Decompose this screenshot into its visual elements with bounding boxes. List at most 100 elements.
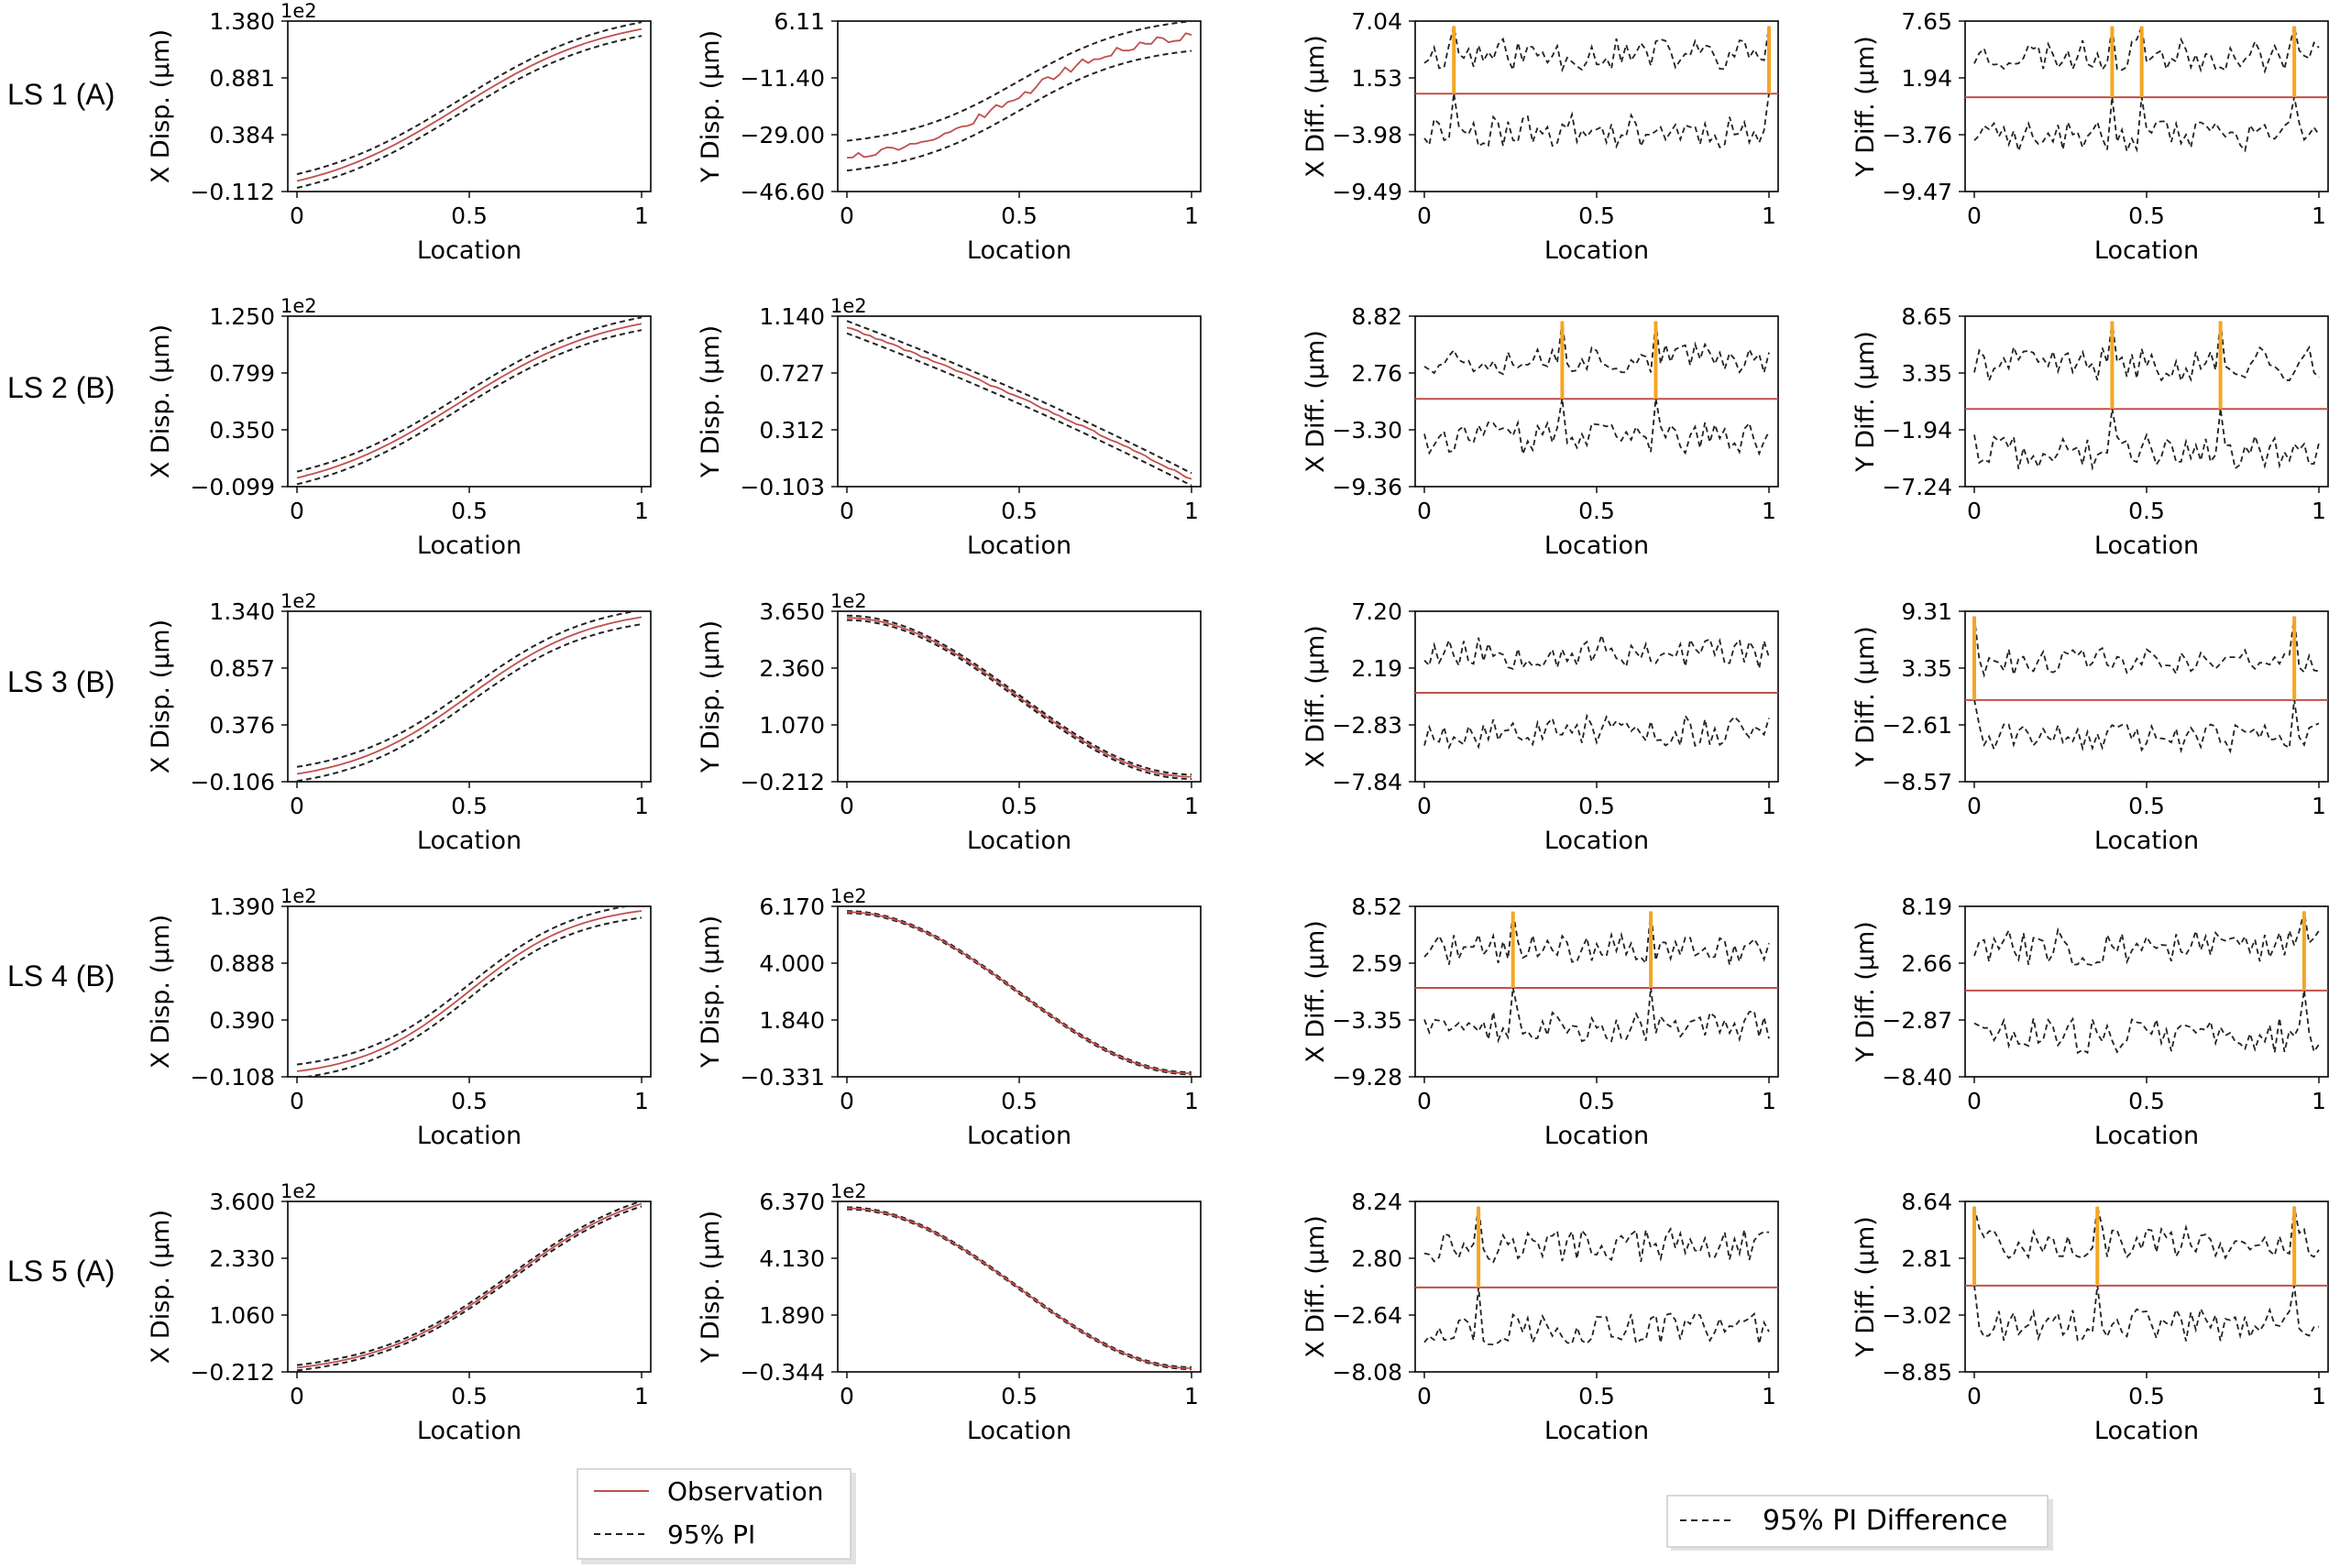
axis-multiplier: 1e2 <box>830 295 867 317</box>
observation-line <box>296 910 643 1072</box>
y-tick-label: 3.35 <box>1901 360 1952 387</box>
x-tick-label: 0 <box>840 498 854 524</box>
x-axis-label: Location <box>1544 236 1649 265</box>
subplot-r3-c3: 7.20 2.19 −2.83 −7.84 0 0.5 1 Location X Diff. (… <box>1302 598 1779 855</box>
y-tick-label: 3.35 <box>1901 655 1952 682</box>
pi-diff-upper-line <box>1973 26 2320 74</box>
y-tick-label: 8.64 <box>1901 1189 1952 1215</box>
y-tick-label: 1.070 <box>759 712 825 739</box>
pi-diff-lower-line <box>1973 990 2320 1055</box>
pi-lower-line <box>296 1205 643 1372</box>
pi-diff-lower-line <box>1423 987 1770 1044</box>
y-tick-label: −7.24 <box>1882 474 1952 500</box>
pi-diff-upper-line <box>1423 1206 1770 1264</box>
pi-diff-lower-line <box>1423 398 1770 457</box>
x-tick-label: 0.5 <box>1578 1088 1615 1114</box>
x-tick-label: 0 <box>1417 1383 1432 1409</box>
x-tick-label: 0.5 <box>1001 498 1038 524</box>
axis-multiplier: 1e2 <box>280 590 317 612</box>
y-tick-label: −9.47 <box>1882 179 1952 205</box>
subplot-r4-c2: 6.170 4.000 1.840 −0.331 0 0.5 1 Location Y Disp… <box>697 885 1202 1150</box>
y-tick-label: −2.64 <box>1332 1302 1402 1329</box>
x-tick-label: 0 <box>1967 793 1982 819</box>
y-tick-label: 0.727 <box>759 360 825 387</box>
x-tick-label: 0.5 <box>451 793 488 819</box>
x-axis-label: Location <box>417 827 522 855</box>
x-tick-label: 0 <box>1417 1088 1432 1114</box>
y-axis-label: X Disp. (μm) <box>147 324 175 478</box>
pi-lower-line <box>846 332 1192 487</box>
x-axis-label: Location <box>967 1417 1071 1445</box>
axes-frame <box>287 1201 652 1373</box>
x-tick-label: 0.5 <box>2128 498 2165 524</box>
x-tick-label: 0 <box>840 1088 854 1114</box>
y-tick-label: 8.82 <box>1351 303 1402 330</box>
x-axis-label: Location <box>967 827 1071 855</box>
y-tick-label: 4.000 <box>759 950 825 977</box>
x-axis-label: Location <box>2094 532 2199 560</box>
pi-diff-lower-line <box>1973 1285 2320 1342</box>
x-tick-label: 1 <box>1762 793 1776 819</box>
y-tick-label: −9.36 <box>1332 474 1402 500</box>
y-axis-label: Y Diff. (μm) <box>1851 921 1880 1063</box>
row-label-ls3: LS 3 (B) <box>7 665 115 698</box>
x-tick-label: 0.5 <box>451 1088 488 1114</box>
x-tick-label: 1 <box>634 1088 649 1114</box>
y-tick-label: 1.380 <box>209 8 275 35</box>
x-tick-label: 0 <box>1967 1088 1982 1114</box>
pi-diff-lower-line <box>1973 699 2320 754</box>
y-tick-label: −9.28 <box>1332 1064 1402 1091</box>
y-axis-label: X Diff. (μm) <box>1302 920 1330 1063</box>
x-tick-label: 1 <box>1184 498 1199 524</box>
y-tick-label: 6.11 <box>774 8 825 35</box>
x-tick-label: 0.5 <box>1578 793 1615 819</box>
y-tick-label: 7.20 <box>1351 598 1402 625</box>
x-tick-label: 0 <box>840 1383 854 1409</box>
subplot-r2-c4: 8.65 3.35 −1.94 −7.24 0 0.5 1 Location Y Diff. (… <box>1851 303 2329 560</box>
y-tick-label: −2.87 <box>1882 1007 1952 1034</box>
pi-upper-line <box>296 21 643 176</box>
y-tick-label: −3.98 <box>1332 122 1402 148</box>
row-label-ls1: LS 1 (A) <box>7 78 115 111</box>
axes-frame <box>837 315 1202 488</box>
x-tick-label: 0.5 <box>1001 1383 1038 1409</box>
x-tick-label: 0 <box>1417 203 1432 229</box>
x-tick-label: 1 <box>634 498 649 524</box>
x-axis-label: Location <box>1544 1122 1649 1150</box>
subplot-r5-c1: 3.600 2.330 1.060 −0.212 0 0.5 1 Location X Disp… <box>147 1180 652 1445</box>
y-axis-label: Y Disp. (μm) <box>697 30 725 183</box>
pi-upper-line <box>296 316 643 473</box>
y-axis-label: Y Disp. (μm) <box>697 916 725 1069</box>
x-tick-label: 0.5 <box>451 498 488 524</box>
pi-diff-lower-line <box>1423 93 1770 149</box>
pi-upper-line <box>846 614 1192 776</box>
x-tick-label: 0 <box>840 793 854 819</box>
x-axis-label: Location <box>967 1122 1071 1150</box>
y-tick-label: 3.600 <box>209 1189 275 1215</box>
y-tick-label: 8.65 <box>1901 303 1952 330</box>
y-axis-label: X Diff. (μm) <box>1302 625 1330 768</box>
y-tick-label: 0.888 <box>209 950 275 977</box>
subplot-r3-c1: 1.340 0.857 0.376 −0.106 0 0.5 1 Location X Disp… <box>147 590 652 855</box>
y-axis-label: Y Diff. (μm) <box>1851 626 1880 768</box>
x-tick-label: 0 <box>290 203 304 229</box>
y-tick-label: −8.08 <box>1332 1359 1402 1386</box>
pi-diff-lower-line <box>1423 1287 1770 1346</box>
y-tick-label: 1.340 <box>209 598 275 625</box>
y-tick-label: −8.85 <box>1882 1359 1952 1386</box>
x-tick-label: 1 <box>1184 793 1199 819</box>
x-tick-label: 0.5 <box>1578 203 1615 229</box>
row-label-ls5: LS 5 (A) <box>7 1255 115 1288</box>
legend-observation-label: Observation <box>667 1476 824 1507</box>
pi-lower-line <box>300 916 643 1077</box>
pi-diff-upper-line <box>1423 911 1770 966</box>
x-tick-label: 0 <box>290 1088 304 1114</box>
x-tick-label: 0.5 <box>1578 498 1615 524</box>
y-tick-label: 1.53 <box>1351 65 1402 92</box>
y-axis-label: X Diff. (μm) <box>1302 1215 1330 1358</box>
y-tick-label: −0.212 <box>740 769 825 795</box>
y-tick-label: −2.61 <box>1882 712 1952 739</box>
y-tick-label: −11.40 <box>740 65 825 92</box>
y-tick-label: 3.650 <box>759 598 825 625</box>
observation-line <box>296 616 643 775</box>
